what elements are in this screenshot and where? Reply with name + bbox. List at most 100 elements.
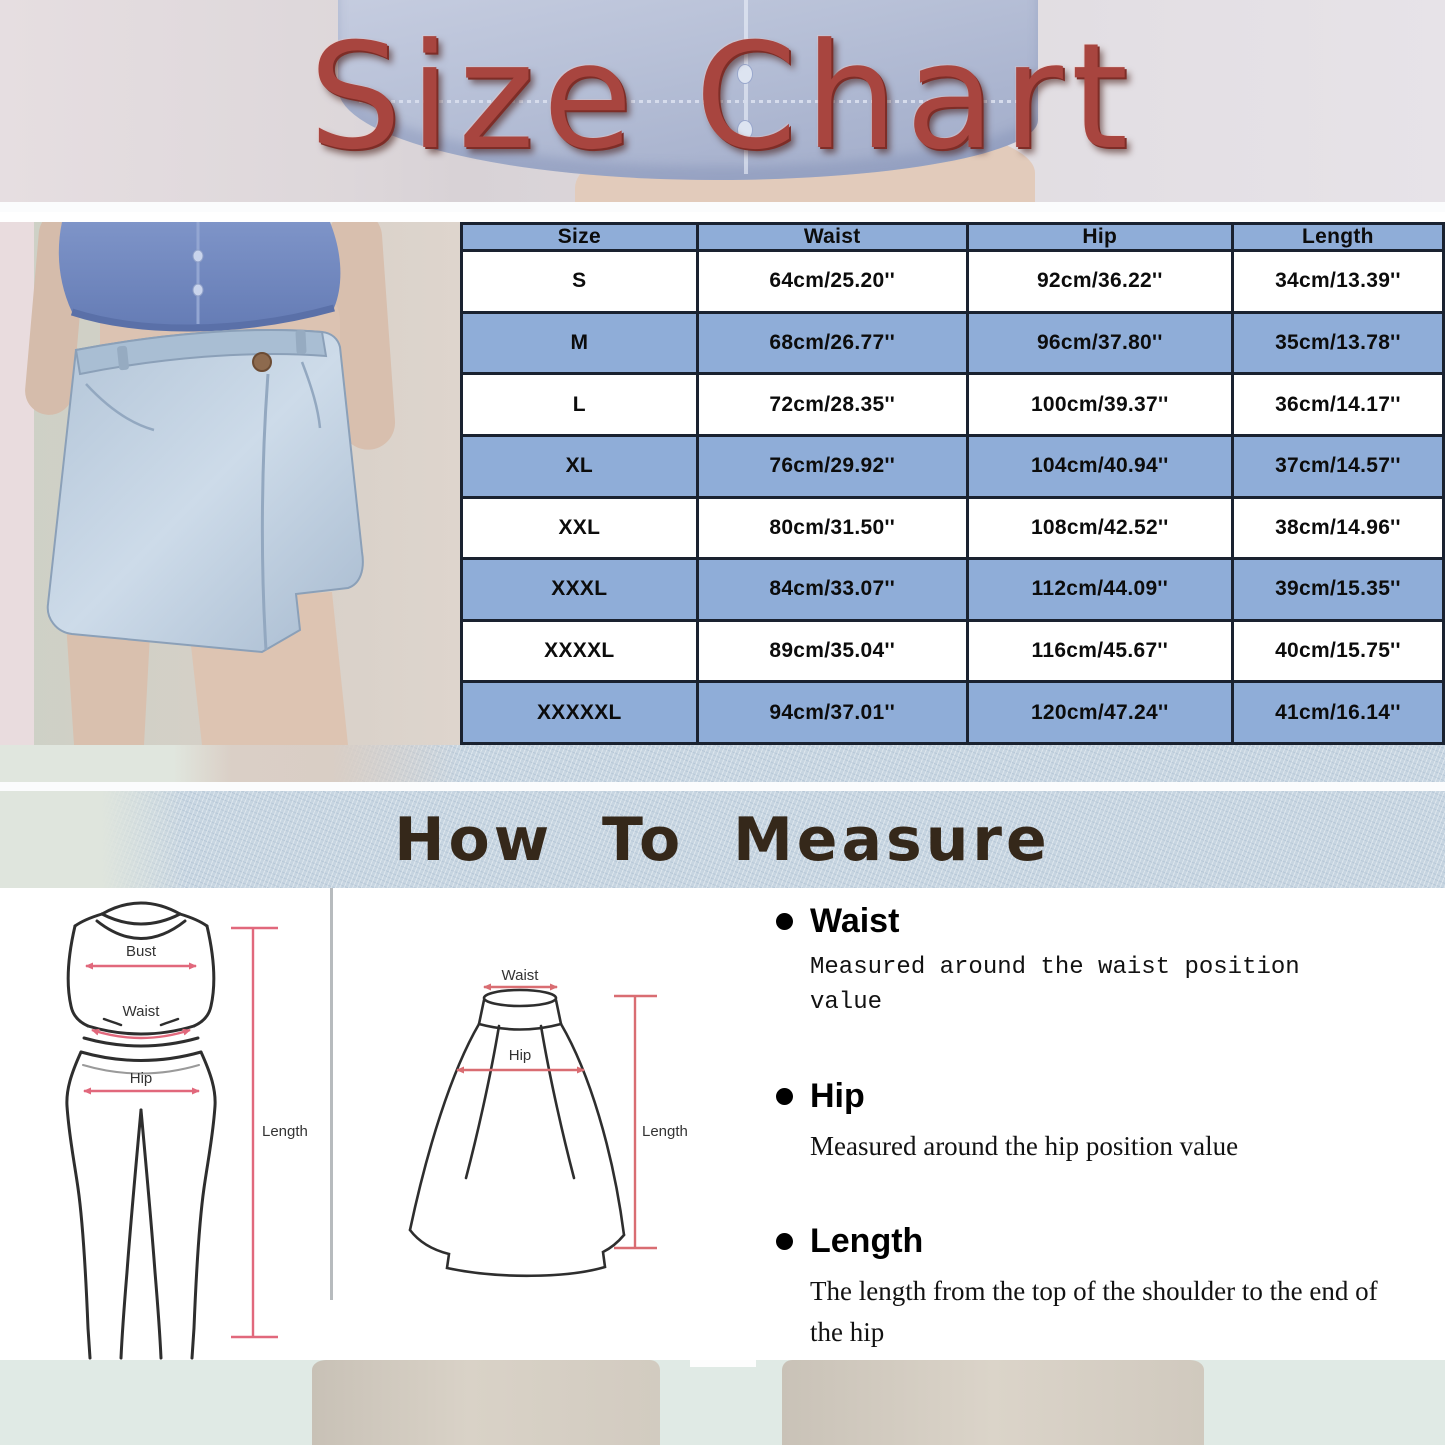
belt-loop [295, 329, 307, 355]
left-edge-sliver [0, 222, 34, 745]
table-cell: 41cm/16.14'' [1230, 680, 1445, 745]
belt-loop [117, 345, 129, 371]
button-placket [744, 0, 748, 175]
table-cell: 37cm/14.57'' [1230, 433, 1445, 499]
table-header-row: Size Waist Hip Length [460, 222, 1445, 252]
table-cell: 34cm/13.39'' [1230, 249, 1445, 314]
table-cell: 35cm/13.78'' [1230, 310, 1445, 376]
table-cell: 116cm/45.67'' [965, 618, 1234, 684]
skirt-hip-label: Hip [509, 1047, 532, 1064]
col-header-length: Length [1230, 222, 1445, 252]
table-cell: 39cm/15.35'' [1230, 557, 1445, 622]
size-chart-banner: Size Chart [0, 0, 1445, 212]
table-cell: 72cm/28.35'' [695, 372, 969, 437]
table-cell: 104cm/40.94'' [965, 433, 1234, 499]
table-row: L 72cm/28.35'' 100cm/39.37'' 36cm/14.17'… [460, 372, 1445, 437]
bullet-icon [776, 1087, 793, 1105]
model-right-leg-photo [782, 1360, 1204, 1445]
crop-top-button [192, 249, 204, 263]
table-cell: L [460, 372, 699, 437]
measure-panel: Bust Waist Hip Length [0, 888, 1445, 1360]
shirt-button [737, 64, 753, 84]
measure-description: The length from the top of the shoulder … [810, 1276, 1378, 1347]
size-table-wrap: Size Waist Hip Length S 64cm/25.20'' 92c… [460, 222, 1445, 745]
measure-label: Hip [810, 1076, 865, 1115]
shirt-button [737, 120, 753, 140]
measure-descriptions: Waist Measured around the waist position… [770, 888, 1445, 1360]
table-row: XXXXL 89cm/35.04'' 116cm/45.67'' 40cm/15… [460, 618, 1445, 684]
skirt-length-label: Length [642, 1123, 688, 1140]
model-crop-top [58, 222, 341, 329]
table-cell: 76cm/29.92'' [695, 433, 969, 499]
table-cell: 94cm/37.01'' [695, 680, 969, 745]
size-table-section: Size Waist Hip Length S 64cm/25.20'' 92c… [0, 222, 1445, 745]
bullet-icon [776, 913, 793, 930]
table-cell: XXXXXL [460, 680, 699, 745]
model-left-thigh [66, 622, 150, 745]
measure-label: Waist [810, 902, 900, 940]
table-cell: XL [460, 433, 699, 499]
table-row: XXL 80cm/31.50'' 108cm/42.52'' 38cm/14.9… [460, 495, 1445, 561]
crop-top-hem [70, 304, 335, 332]
how-to-measure-banner: How To Measure [0, 745, 1445, 888]
measure-description: Measured around the waist position value [810, 954, 1300, 1016]
bullet-icon [776, 1233, 793, 1251]
table-cell: 112cm/44.09'' [965, 557, 1234, 622]
left-pocket-seam [85, 383, 155, 432]
table-cell: 92cm/36.22'' [965, 249, 1234, 314]
table-cell: 64cm/25.20'' [695, 249, 969, 314]
table-cell: 108cm/42.52'' [965, 495, 1234, 561]
panel-divider [330, 888, 333, 1300]
model-left-leg-photo [312, 1360, 660, 1445]
how-to-measure-title: How To Measure [394, 804, 1051, 875]
table-row: XL 76cm/29.92'' 104cm/40.94'' 37cm/14.57… [460, 433, 1445, 499]
table-cell: XXL [460, 495, 699, 561]
feet-photo-strip [0, 1360, 1445, 1445]
col-header-hip: Hip [965, 222, 1234, 252]
size-table: Size Waist Hip Length S 64cm/25.20'' 92c… [460, 222, 1445, 745]
outfit-hip-label: Hip [130, 1070, 153, 1087]
knit-stitch-line [359, 100, 1017, 103]
skirt-waist-label: Waist [502, 967, 540, 984]
model-photo [0, 222, 460, 745]
table-cell: 68cm/26.77'' [695, 310, 969, 376]
measure-item-length: Length The length from the top of the sh… [776, 1222, 1433, 1352]
outfit-measure-diagram: Bust Waist Hip Length [65, 901, 308, 1360]
size-chart-title: Size Chart [308, 12, 1137, 182]
table-cell: S [460, 249, 699, 314]
how-to-measure-title-area: How To Measure [0, 791, 1445, 888]
photo-transition-strip [0, 745, 1445, 782]
table-cell: XXXL [460, 557, 699, 622]
crop-top-button [192, 283, 204, 297]
blue-crop-top-photo [338, 0, 1038, 180]
table-cell: 120cm/47.24'' [965, 680, 1234, 745]
table-cell: 40cm/15.75'' [1230, 618, 1445, 684]
table-row: XXXL 84cm/33.07'' 112cm/44.09'' 39cm/15.… [460, 557, 1445, 622]
table-cell: 100cm/39.37'' [965, 372, 1234, 437]
table-cell: XXXXL [460, 618, 699, 684]
panel-edge-notch [690, 1360, 756, 1367]
measure-item-waist: Waist Measured around the waist position… [776, 902, 1433, 1021]
table-cell: 89cm/35.04'' [695, 618, 969, 684]
table-row: M 68cm/26.77'' 96cm/37.80'' 35cm/13.78'' [460, 310, 1445, 376]
skort-waistband [74, 329, 328, 376]
outfit-bust-label: Bust [126, 943, 157, 960]
table-cell: 84cm/33.07'' [695, 557, 969, 622]
skirt-measure-diagram: Waist Hip Length [408, 967, 688, 1278]
right-pocket-seam [300, 361, 322, 429]
table-row: S 64cm/25.20'' 92cm/36.22'' 34cm/13.39'' [460, 249, 1445, 314]
table-row: XXXXXL 94cm/37.01'' 120cm/47.24'' 41cm/1… [460, 680, 1445, 745]
wrap-edge [260, 373, 270, 651]
skort-button [252, 352, 272, 372]
table-cell: 96cm/37.80'' [965, 310, 1234, 376]
wall-patch [0, 791, 185, 888]
table-cell: 38cm/14.96'' [1230, 495, 1445, 561]
outfit-length-label: Length [262, 1123, 308, 1140]
white-divider-line [0, 782, 1445, 791]
col-header-waist: Waist [695, 222, 969, 252]
col-header-size: Size [460, 222, 699, 252]
table-cell: 36cm/14.17'' [1230, 372, 1445, 437]
measure-item-hip: Hip Measured around the hip position val… [776, 1077, 1433, 1167]
measure-label: Length [810, 1222, 924, 1261]
measure-description: Measured around the hip position value [810, 1130, 1239, 1161]
